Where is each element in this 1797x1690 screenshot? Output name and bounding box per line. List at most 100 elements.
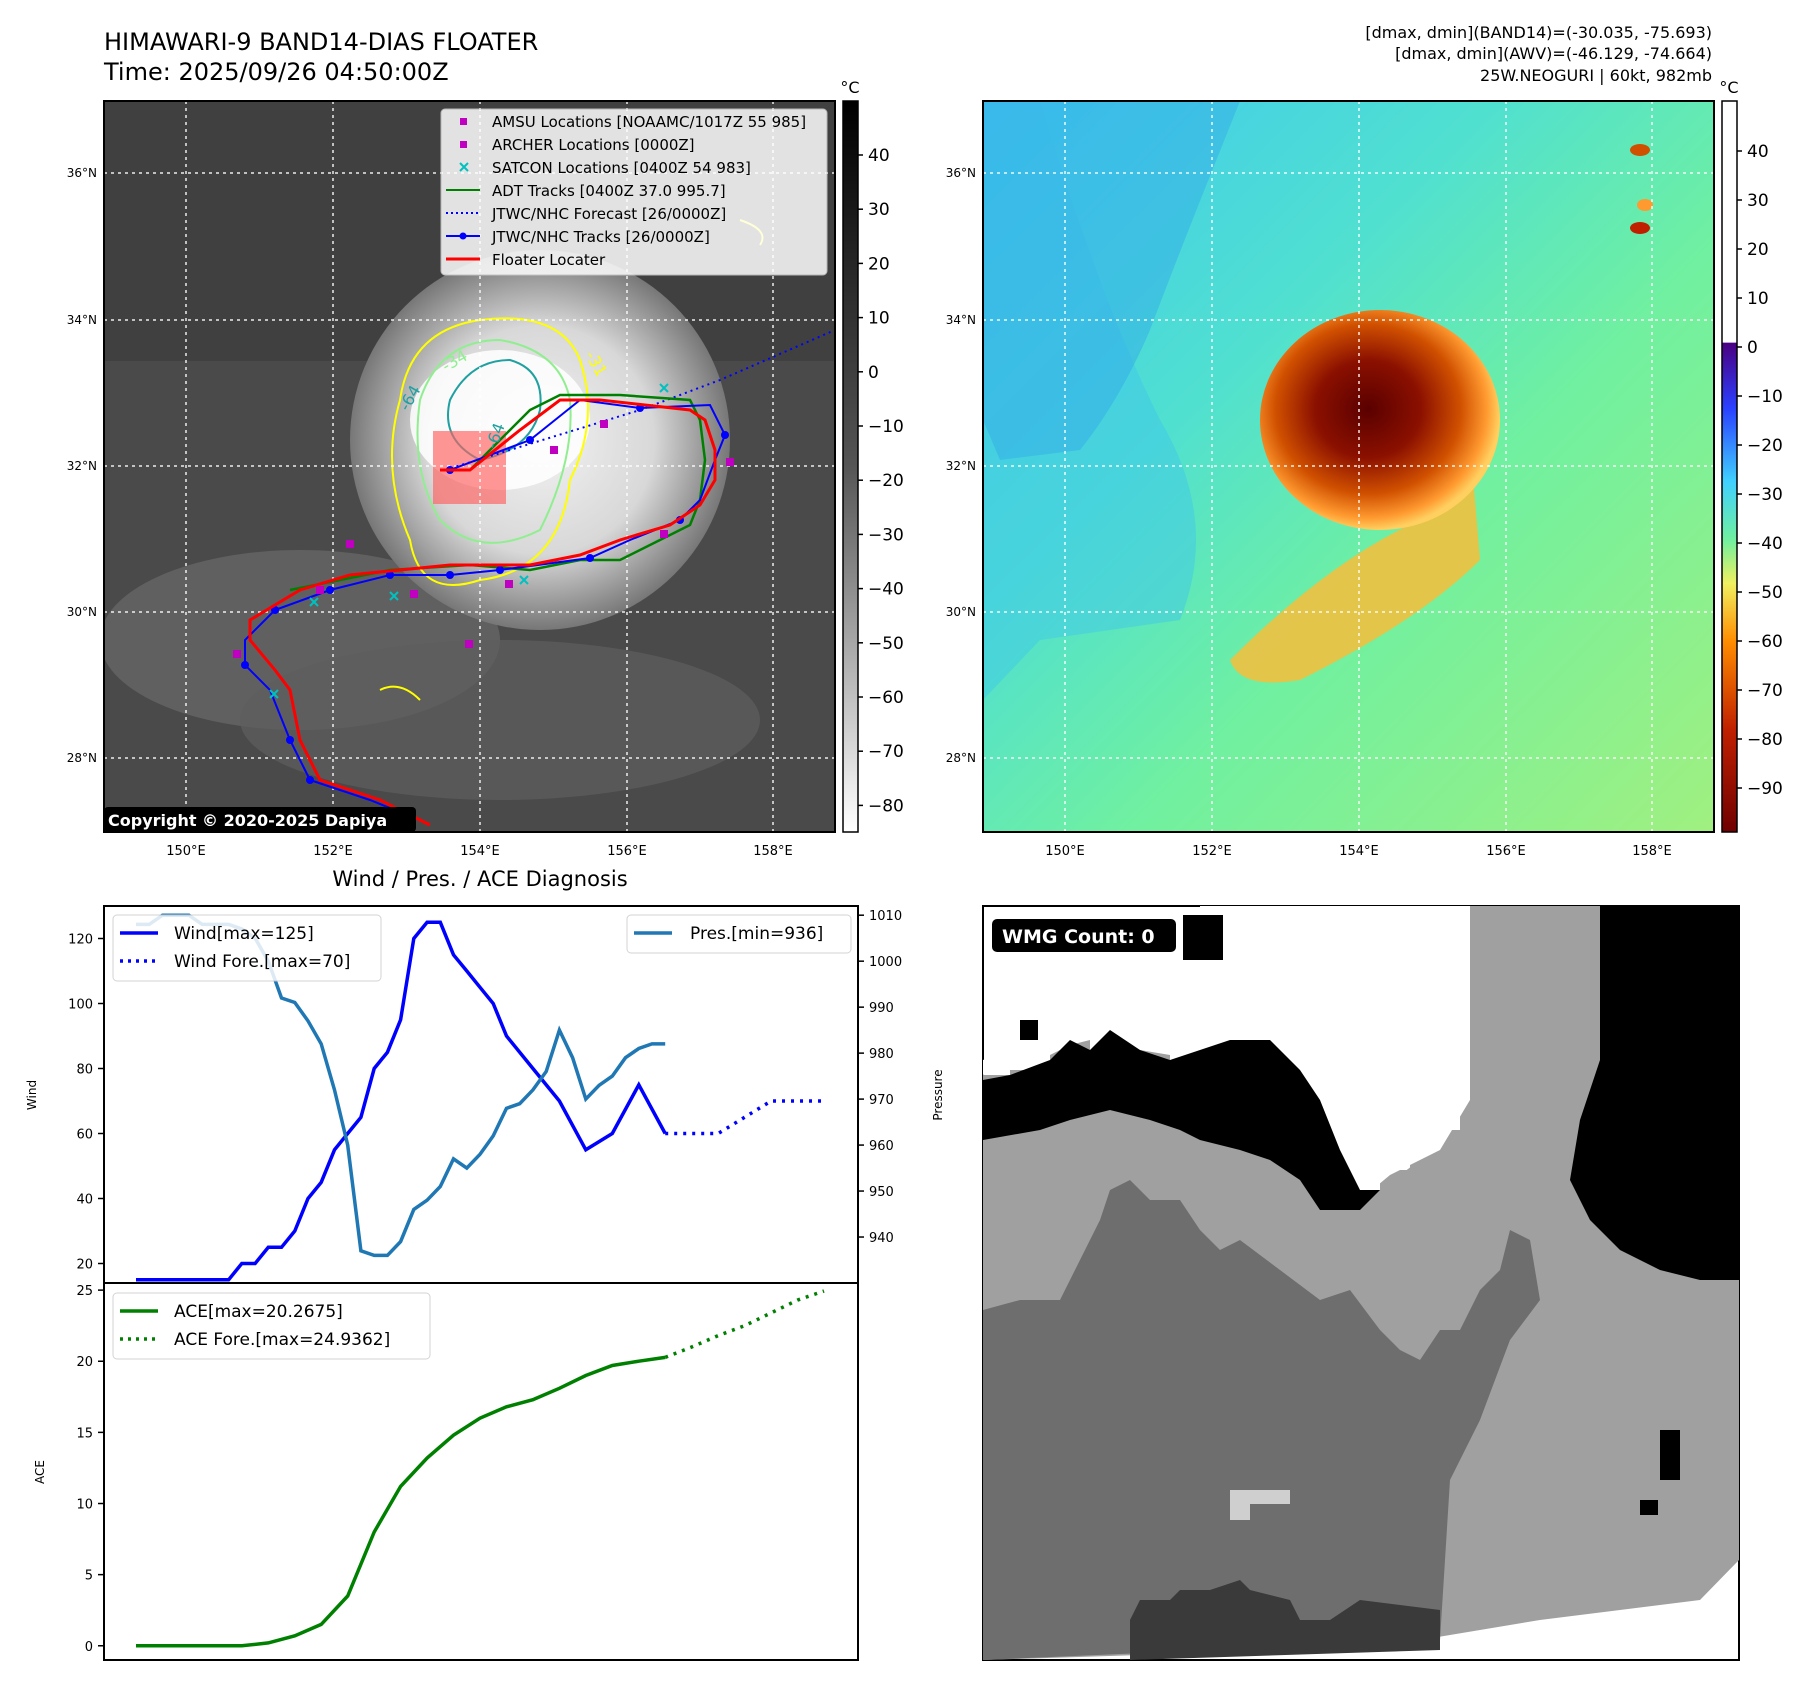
wv-cbar-tick-1: 30 (1747, 191, 1769, 211)
wv-cbar-tick-6: −20 (1747, 436, 1783, 456)
dmax-awv: [dmax, dmin](AWV)=(-46.129, -74.664) (1395, 44, 1712, 63)
jtwc-forecast-line (444, 329, 835, 471)
wind-ytick-1: 40 (76, 1193, 93, 1208)
ace-ytick-5: 25 (76, 1284, 93, 1299)
wmg-dark-region (983, 1180, 1540, 1660)
copyright-label: Copyright © 2020-2025 Dapiya (108, 811, 387, 830)
amsu-archer-points (233, 420, 734, 658)
diagnosis-title: Wind / Pres. / ACE Diagnosis (332, 867, 627, 891)
wind-legend (112, 914, 382, 982)
wv-gridlines (983, 101, 1714, 832)
ir-cbar-tick-10: −60 (868, 688, 904, 708)
wv-cbar-tick-12: −80 (1747, 730, 1783, 750)
wv-storm-core (1260, 310, 1500, 530)
wv-lat-34: 34°N (946, 313, 976, 327)
wv-lat-ticks: 36°N 34°N 32°N 30°N 28°N (946, 166, 976, 765)
legend-amsu: AMSU Locations [NOAAMC/1017Z 55 985] (492, 113, 806, 131)
ace-series-ace-fore- (664, 1289, 825, 1360)
legend-jtwc-tracks: JTWC/NHC Tracks [26/0000Z] (491, 228, 710, 246)
figure-title: HIMAWARI-9 BAND14-DIAS FLOATER (104, 28, 538, 56)
ir-lon-150: 150°E (166, 844, 206, 859)
ir-lat-32: 32°N (67, 459, 97, 473)
ir-map-panel: -64 -34 -64 -31 AMSU Locations [NOAAMC/1… (67, 78, 904, 859)
wind-ytick-right-6: 1000 (869, 955, 902, 970)
ace-ytick-1: 5 (85, 1569, 93, 1584)
wv-lon-154: 154°E (1339, 844, 1379, 859)
ir-cbar-tick-1: 30 (868, 200, 890, 220)
wv-cbar-tick-13: −90 (1747, 779, 1783, 799)
wind-axis-label: Wind (25, 1080, 39, 1110)
ace-chart: ACE 0 5 10 15 20 25 ACE[max=20.2675] ACE Fore… (33, 1282, 859, 1661)
wind-ytick-0: 20 (76, 1258, 93, 1273)
wmg-count-badge (992, 919, 1176, 952)
wv-cbar-tick-3: 10 (1747, 289, 1769, 309)
ir-colorbar (842, 100, 859, 833)
ir-cbar-tick-3: 10 (868, 309, 890, 329)
floater-track (248, 398, 717, 827)
legend-wind-fore: Wind Fore.[max=70] (174, 952, 350, 972)
wind-ytick-5: 120 (68, 933, 93, 948)
ace-series-ace (136, 1355, 666, 1648)
wv-colorbar-unit: °C (1719, 78, 1738, 97)
wv-lat-30: 30°N (946, 605, 976, 619)
ir-lat-34: 34°N (67, 313, 97, 327)
wv-rainband (1230, 440, 1480, 683)
wind-series-wind (136, 920, 667, 1282)
ir-lon-154: 154°E (460, 844, 500, 859)
ace-ytick-4: 20 (76, 1355, 93, 1370)
ace-legend (112, 1292, 431, 1360)
wv-colorbar-ticks: 40 30 20 10 0 −10 −20 −30 −40 −50 −60 −70 −80 −90 (1737, 142, 1783, 799)
pressure-legend (626, 914, 852, 954)
wv-lon-156: 156°E (1486, 844, 1526, 859)
wind-ytick-2: 60 (76, 1128, 93, 1143)
ir-cbar-tick-6: −20 (868, 471, 904, 491)
wmg-panel: WMG Count: 0 (982, 905, 1740, 1661)
ir-cbar-tick-9: −50 (868, 634, 904, 654)
legend-ace-fore: ACE Fore.[max=24.9362] (174, 1330, 390, 1350)
wv-lon-152: 152°E (1192, 844, 1232, 859)
ir-cbar-tick-8: −40 (868, 580, 904, 600)
ir-cbar-tick-11: −70 (868, 742, 904, 762)
ir-cbar-tick-2: 20 (868, 254, 890, 274)
ace-ytick-3: 15 (76, 1426, 93, 1441)
ace-axis-label: ACE (33, 1460, 47, 1484)
legend-pressure: Pres.[min=936] (690, 924, 823, 944)
legend-ace: ACE[max=20.2675] (174, 1302, 343, 1322)
wv-cbar-tick-9: −50 (1747, 583, 1783, 603)
floater-box (433, 431, 506, 504)
legend-archer: ARCHER Locations [0000Z] (492, 136, 695, 154)
wind-pressure-chart: Wind Pressure 20 40 60 80 100 120 940 950 960 97… (25, 905, 945, 1284)
ir-lon-ticks: 150°E 152°E 154°E 156°E 158°E (166, 844, 793, 859)
ir-lat-28: 28°N (67, 751, 97, 765)
ir-cbar-tick-4: 0 (868, 363, 879, 383)
dmax-band14: [dmax, dmin](BAND14)=(-30.035, -75.693) (1365, 23, 1712, 42)
legend-wind: Wind[max=125] (174, 924, 314, 944)
satcon-points (269, 383, 669, 699)
wv-lat-28: 28°N (946, 751, 976, 765)
wind-ytick-4: 100 (68, 998, 93, 1013)
wmg-black-region-right (1570, 906, 1739, 1280)
wv-cbar-tick-5: −10 (1747, 387, 1783, 407)
wind-ytick-right-7: 1010 (869, 909, 902, 924)
storm-info: 25W.NEOGURI | 60kt, 982mb (1480, 66, 1712, 85)
ir-colorbar-unit: °C (840, 78, 859, 97)
wv-cbar-tick-4: 0 (1747, 338, 1758, 358)
ace-ytick-2: 10 (76, 1498, 93, 1513)
figure-time: Time: 2025/09/26 04:50:00Z (103, 58, 449, 86)
wmg-black-region-top (983, 1030, 1380, 1210)
wind-ytick-right-3: 970 (869, 1093, 894, 1108)
wv-cbar-tick-2: 20 (1747, 240, 1769, 260)
wv-cbar-tick-8: −40 (1747, 534, 1783, 554)
wind-ytick-right-4: 980 (869, 1047, 894, 1062)
ir-contour-green (416, 338, 572, 544)
pressure-axis-label: Pressure (931, 1069, 945, 1120)
wv-lat-36: 36°N (946, 166, 976, 180)
ir-lon-156: 156°E (607, 844, 647, 859)
wind-ytick-right-2: 960 (869, 1139, 894, 1154)
wv-map-panel: 36°N 34°N 32°N 30°N 28°N 150°E 152°E 154… (946, 78, 1783, 859)
ir-cbar-tick-0: 40 (868, 146, 890, 166)
wv-lon-150: 150°E (1045, 844, 1085, 859)
wv-lat-32: 32°N (946, 459, 976, 473)
wind-ytick-3: 80 (76, 1063, 93, 1078)
